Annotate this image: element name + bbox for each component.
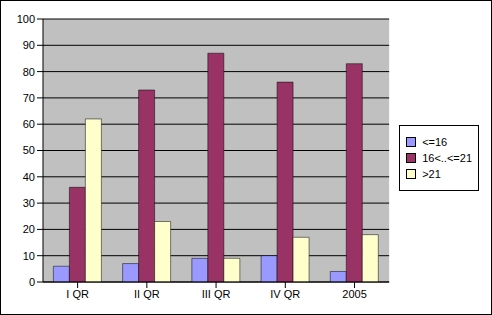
- svg-text:IV QR: IV QR: [270, 288, 300, 300]
- svg-text:60: 60: [23, 118, 35, 130]
- svg-text:100: 100: [17, 13, 35, 25]
- svg-text:30: 30: [23, 197, 35, 209]
- svg-text:2005: 2005: [342, 288, 366, 300]
- svg-text:III QR: III QR: [202, 288, 231, 300]
- svg-text:I QR: I QR: [66, 288, 89, 300]
- html-text:<=16: <=16: [422, 135, 448, 148]
- svg-text:50: 50: [23, 144, 35, 156]
- svg-text:0: 0: [29, 276, 35, 288]
- svg-text:10: 10: [23, 250, 35, 262]
- html-text:>21: >21: [422, 167, 441, 180]
- svg-text:II QR: II QR: [134, 288, 160, 300]
- html-text:16<..<=21: 16<..<=21: [422, 151, 472, 164]
- svg-text:80: 80: [23, 66, 35, 78]
- svg-text:90: 90: [23, 39, 35, 51]
- svg-text:70: 70: [23, 92, 35, 104]
- svg-text:20: 20: [23, 223, 35, 235]
- svg-text:40: 40: [23, 171, 35, 183]
